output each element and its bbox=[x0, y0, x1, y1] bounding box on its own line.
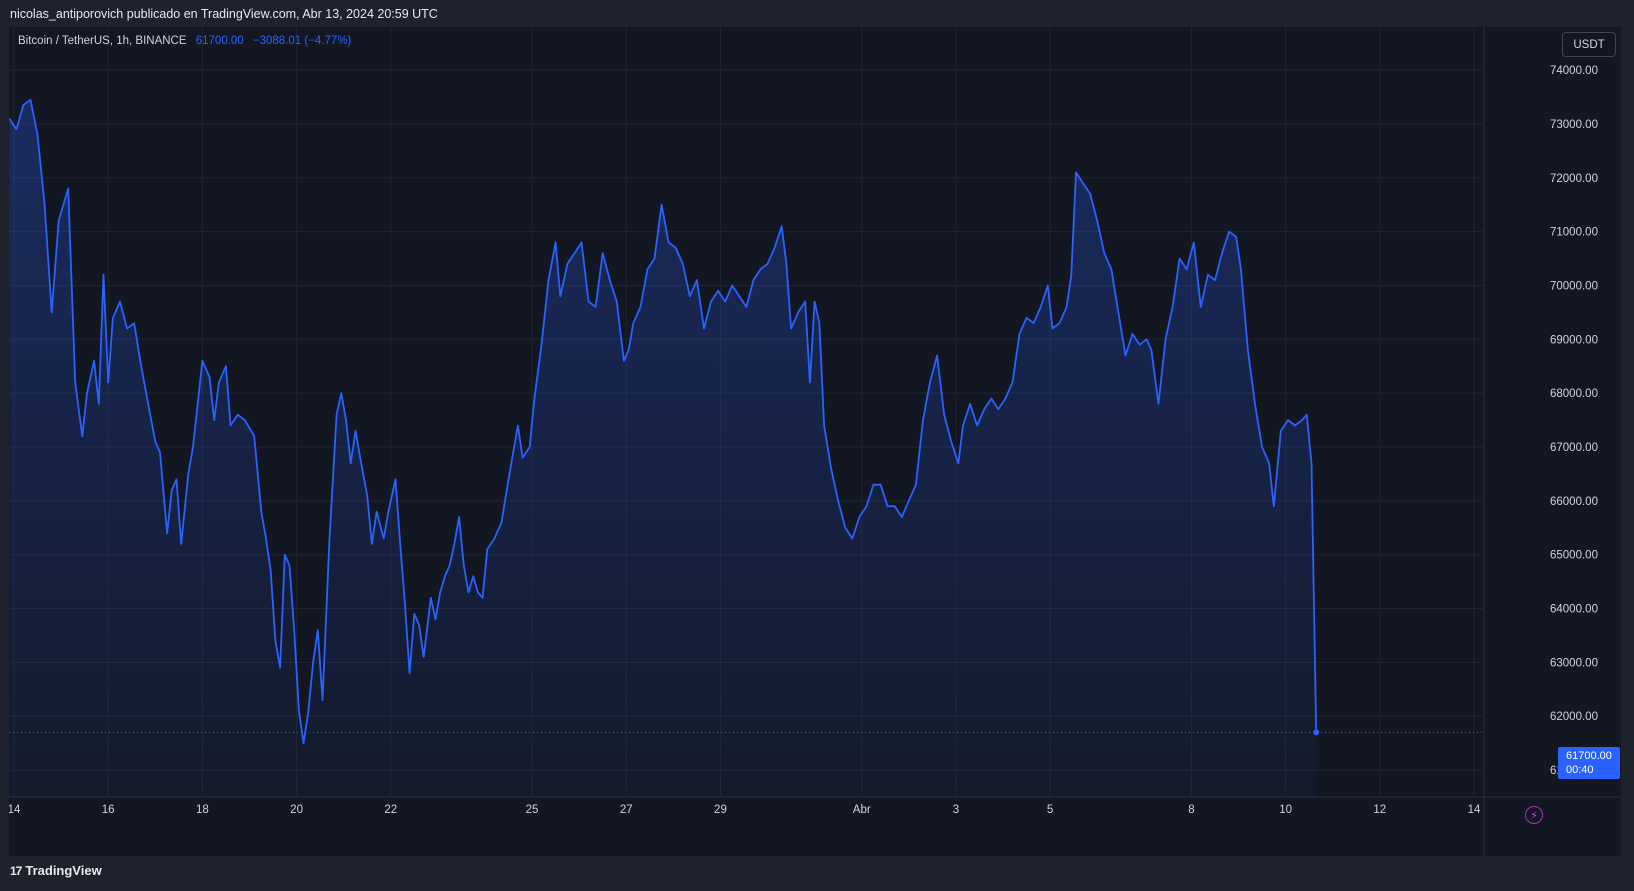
time-axis[interactable]: 14 16 18 20 22 25 27 29 Abr 3 5 8 10 12 14 bbox=[9, 804, 1481, 816]
lightning-icon[interactable]: ⚡ bbox=[1525, 806, 1543, 824]
footer-brand-name: TradingView bbox=[25, 863, 102, 878]
x-tick-label: 20 bbox=[290, 804, 303, 816]
y-tick-label: 73000.00 bbox=[1550, 119, 1598, 131]
price-chart[interactable]: 61000.0062000.0063000.0064000.0065000.00… bbox=[9, 27, 1621, 856]
y-tick-label: 67000.00 bbox=[1550, 442, 1598, 454]
price-axis[interactable]: 61000.0062000.0063000.0064000.0065000.00… bbox=[1550, 65, 1598, 777]
x-tick-label: 22 bbox=[384, 804, 397, 816]
symbol-label: Bitcoin / TetherUS, 1h, BINANCE bbox=[18, 35, 187, 47]
y-tick-label: 62000.00 bbox=[1550, 711, 1598, 723]
last-price-dot bbox=[1313, 729, 1320, 736]
x-tick-label: 18 bbox=[196, 804, 209, 816]
x-tick-label: 29 bbox=[714, 804, 727, 816]
y-tick-label: 63000.00 bbox=[1550, 657, 1598, 669]
x-tick-label: 12 bbox=[1373, 804, 1386, 816]
x-tick-label: 10 bbox=[1279, 804, 1292, 816]
publisher-line: nicolas_antiporovich publicado en Tradin… bbox=[10, 7, 438, 21]
y-tick-label: 74000.00 bbox=[1550, 65, 1598, 77]
footer-brand[interactable]: 17 TradingView bbox=[10, 863, 102, 878]
y-tick-label: 68000.00 bbox=[1550, 388, 1598, 400]
price-area bbox=[9, 99, 1317, 797]
chart-pane[interactable]: 61000.0062000.0063000.0064000.0065000.00… bbox=[9, 27, 1621, 856]
y-tick-label: 65000.00 bbox=[1550, 550, 1598, 562]
x-tick-label: 25 bbox=[526, 804, 539, 816]
y-tick-label: 71000.00 bbox=[1550, 227, 1598, 239]
x-tick-label: 16 bbox=[102, 804, 115, 816]
x-tick-label: 5 bbox=[1047, 804, 1053, 816]
last-price-badge-price: 61700.00 bbox=[1566, 750, 1612, 762]
last-price-badge-countdown: 00:40 bbox=[1566, 764, 1594, 776]
last-value: 61700.00 bbox=[195, 35, 244, 47]
x-tick-label: 14 bbox=[1468, 804, 1481, 816]
x-tick-label: Abr bbox=[853, 804, 871, 816]
currency-button[interactable]: USDT bbox=[1562, 32, 1616, 57]
y-tick-label: 69000.00 bbox=[1550, 334, 1598, 346]
x-tick-label: 14 bbox=[9, 804, 21, 816]
price-line bbox=[9, 98, 1318, 745]
y-tick-label: 72000.00 bbox=[1550, 173, 1598, 185]
y-tick-label: 70000.00 bbox=[1550, 280, 1598, 292]
y-tick-label: 64000.00 bbox=[1550, 604, 1598, 616]
x-tick-label: 8 bbox=[1188, 804, 1194, 816]
last-price-badge: 61700.00 00:40 bbox=[1558, 747, 1620, 779]
tradingview-logo-icon: 17 bbox=[10, 863, 22, 878]
y-tick-label: 66000.00 bbox=[1550, 496, 1598, 508]
symbol-legend[interactable]: Bitcoin / TetherUS, 1h, BINANCE 61700.00… bbox=[18, 35, 351, 47]
x-tick-label: 3 bbox=[953, 804, 959, 816]
change-value: −3088.01 (−4.77%) bbox=[252, 35, 352, 47]
x-tick-label: 27 bbox=[620, 804, 633, 816]
